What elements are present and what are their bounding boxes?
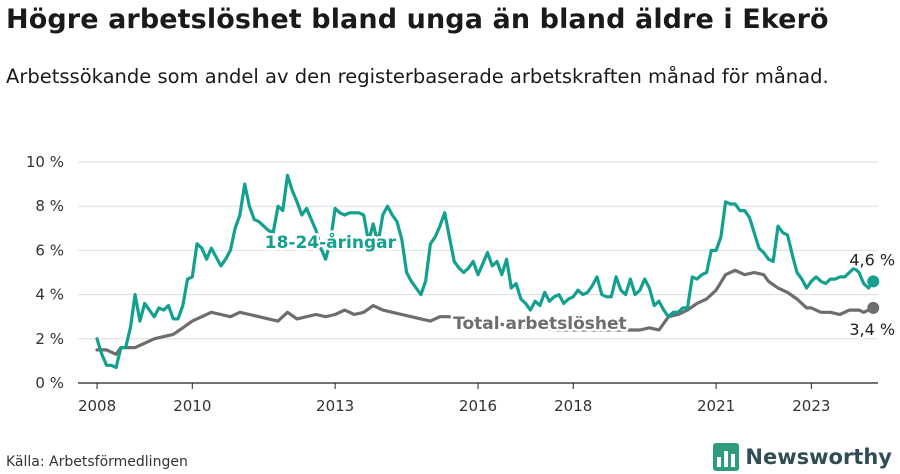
chart-title: Högre arbetslöshet bland unga än bland ä… — [6, 4, 829, 35]
series-label-youth-halo: 18-24-åringar — [265, 231, 397, 253]
end-label-youth: 4,6 % — [849, 250, 895, 269]
x-tick-label: 2008 — [78, 397, 116, 415]
newsworthy-logo-icon — [713, 443, 740, 471]
series-label-total-halo: Total arbetslöshet — [453, 314, 627, 334]
y-tick-label: 4 % — [35, 286, 64, 304]
end-label-youth-halo: 4,6 % — [849, 250, 895, 269]
series-label-youth: 18-24-åringar — [265, 231, 397, 253]
x-tick-label: 2021 — [697, 397, 735, 415]
series-line-total — [95, 268, 875, 356]
series-lines — [95, 173, 880, 370]
x-axis-ticks: 2008 2010 2013 2016 2018 2021 2023 — [78, 383, 830, 415]
y-tick-label: 8 % — [35, 197, 64, 215]
x-tick-label: 2016 — [459, 397, 497, 415]
x-tick-label: 2010 — [173, 397, 211, 415]
end-point-youth — [867, 275, 880, 288]
y-tick-label: 0 % — [35, 374, 64, 392]
end-point-total — [867, 301, 880, 314]
brand-name: Newsworthy — [745, 445, 892, 469]
y-axis-ticks: 0 % 2 % 4 % 6 % 8 % 10 % — [26, 153, 64, 392]
end-label-total: 3,4 % — [849, 320, 895, 339]
series-line-youth — [95, 173, 875, 370]
x-tick-label: 2018 — [554, 397, 592, 415]
y-tick-label: 2 % — [35, 330, 64, 348]
end-label-total-halo: 3,4 % — [849, 320, 895, 339]
x-tick-label: 2013 — [316, 397, 354, 415]
x-tick-label: 2023 — [792, 397, 830, 415]
y-tick-label: 6 % — [35, 241, 64, 259]
brand-logo: Newsworthy — [713, 443, 892, 471]
series-label-total: Total arbetslöshet — [453, 314, 627, 334]
source-note: Källa: Arbetsförmedlingen — [6, 454, 188, 470]
chart-subtitle: Arbetssökande som andel av den registerb… — [6, 65, 829, 88]
y-tick-label: 10 % — [26, 153, 64, 171]
